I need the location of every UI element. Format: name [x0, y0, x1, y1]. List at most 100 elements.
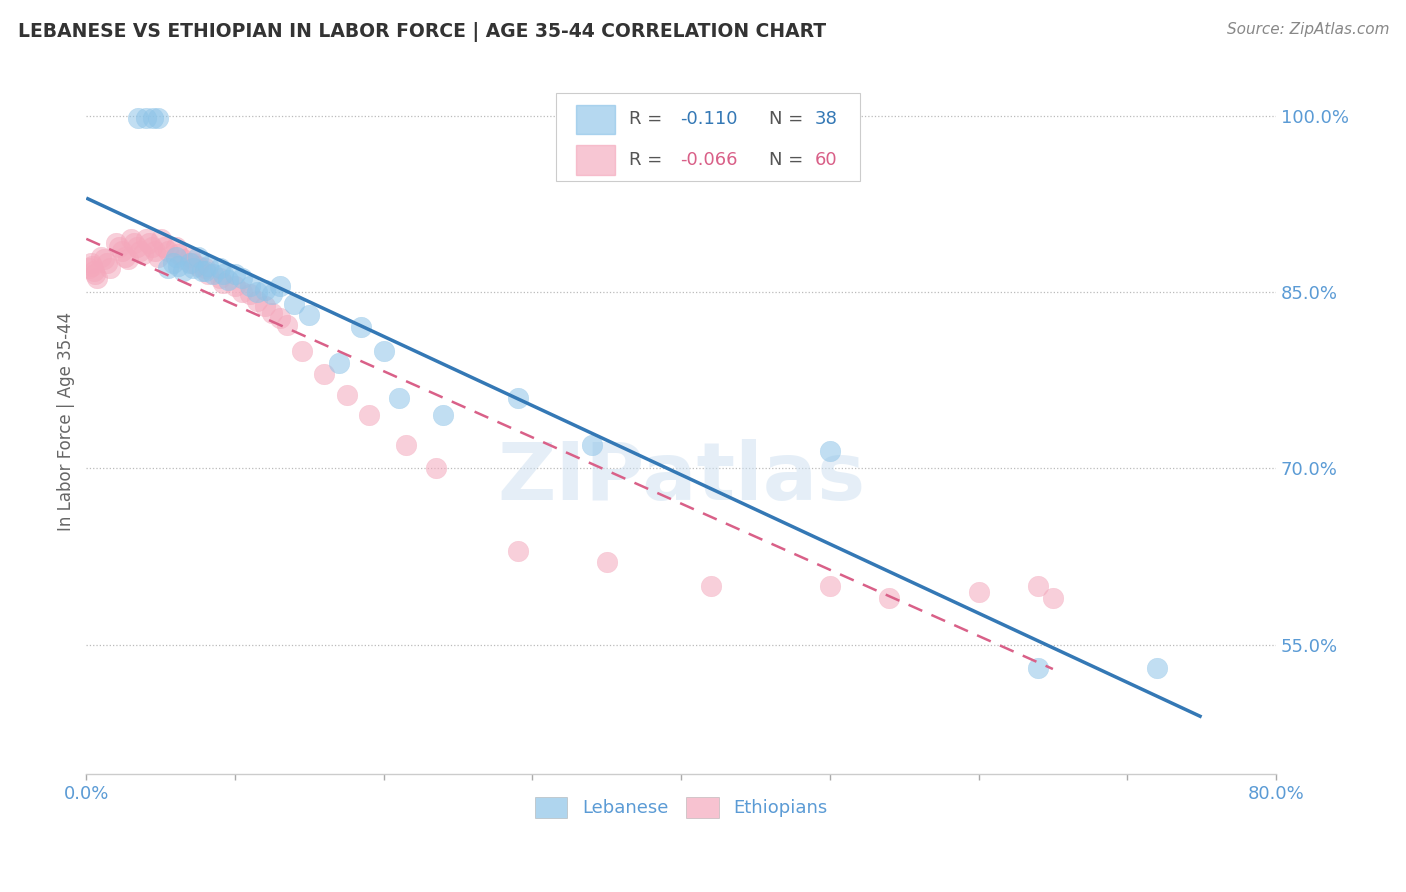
Point [395, 438, 418, 452]
Point [83, 264, 105, 278]
Point [596, 556, 619, 570]
Point [209, 270, 232, 285]
Point [194, 261, 217, 276]
Point [262, 306, 284, 320]
Point [90, 250, 112, 264]
Point [165, 240, 187, 254]
Point [135, 111, 157, 125]
Point [262, 287, 284, 301]
Point [253, 299, 276, 313]
Point [179, 250, 201, 264]
Point [231, 285, 253, 299]
Point [314, 368, 336, 382]
Point [105, 235, 128, 250]
Point [149, 232, 172, 246]
Text: 60: 60 [814, 151, 837, 169]
Text: 38: 38 [814, 111, 837, 128]
Point [120, 232, 142, 246]
Point [135, 232, 157, 246]
Point [1042, 591, 1064, 605]
Point [157, 244, 180, 258]
Point [212, 276, 235, 290]
Point [167, 259, 190, 273]
Point [269, 279, 291, 293]
Point [1026, 661, 1049, 675]
Point [269, 310, 291, 325]
Point [879, 591, 901, 605]
Text: R =: R = [628, 151, 668, 169]
Point [201, 268, 224, 282]
Point [82, 259, 104, 273]
Point [167, 247, 190, 261]
Point [187, 250, 209, 264]
Point [191, 264, 214, 278]
FancyBboxPatch shape [576, 104, 614, 135]
Point [818, 443, 841, 458]
Point [138, 235, 160, 250]
Point [239, 279, 262, 293]
Point [246, 294, 269, 309]
Point [146, 111, 169, 125]
Point [172, 264, 194, 278]
Y-axis label: In Labor Force | Age 35-44: In Labor Force | Age 35-44 [58, 312, 75, 531]
Point [111, 244, 134, 258]
Point [224, 279, 246, 293]
Point [350, 320, 373, 334]
Point [84, 268, 107, 282]
Point [165, 250, 187, 264]
Point [77, 261, 100, 276]
Point [187, 259, 209, 273]
Point [253, 283, 276, 297]
Legend: Lebanese, Ethiopians: Lebanese, Ethiopians [527, 789, 835, 825]
Point [157, 261, 180, 276]
Point [114, 250, 136, 264]
Text: N =: N = [769, 111, 810, 128]
Text: N =: N = [769, 151, 810, 169]
Point [291, 343, 314, 358]
Point [132, 247, 155, 261]
Point [373, 343, 395, 358]
Text: -0.110: -0.110 [681, 111, 737, 128]
Point [357, 409, 380, 423]
Point [179, 255, 201, 269]
Point [125, 240, 148, 254]
Point [276, 318, 298, 332]
Point [967, 585, 990, 599]
Point [224, 268, 246, 282]
Point [122, 235, 145, 250]
Point [108, 240, 131, 254]
Text: ZIPatlas: ZIPatlas [496, 439, 865, 516]
Point [152, 240, 174, 254]
Point [183, 255, 205, 269]
Point [1146, 661, 1168, 675]
Point [581, 438, 603, 452]
Point [194, 264, 217, 278]
Point [506, 391, 529, 405]
Point [197, 268, 219, 282]
Point [197, 259, 219, 273]
Point [86, 270, 108, 285]
Point [818, 579, 841, 593]
Point [98, 261, 121, 276]
Point [506, 543, 529, 558]
Point [117, 252, 139, 266]
Point [283, 296, 305, 310]
Point [335, 388, 357, 402]
Point [80, 255, 103, 269]
Point [128, 244, 150, 258]
Point [328, 355, 350, 369]
Point [1026, 579, 1049, 593]
Point [172, 252, 194, 266]
Point [96, 255, 118, 269]
Point [183, 261, 205, 276]
Point [298, 309, 321, 323]
Point [231, 270, 253, 285]
Point [425, 461, 447, 475]
Point [432, 409, 454, 423]
Point [387, 391, 409, 405]
Point [162, 255, 184, 269]
Point [209, 261, 232, 276]
FancyBboxPatch shape [576, 145, 614, 175]
FancyBboxPatch shape [557, 94, 859, 181]
Point [239, 287, 262, 301]
